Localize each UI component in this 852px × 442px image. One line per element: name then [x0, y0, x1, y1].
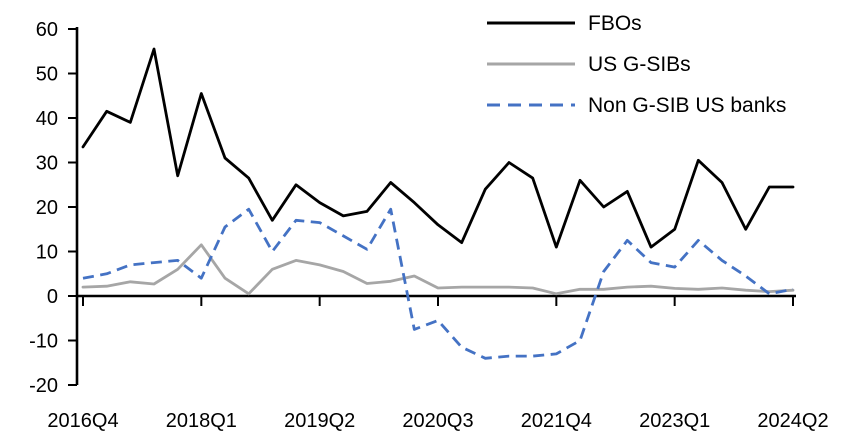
legend-item-fbos: FBOs	[487, 12, 642, 35]
axes: 60 50 40 30 20 10 0 -10 -20 2016Q4 2018Q1 2019Q2 202…	[29, 19, 828, 432]
y-axis-tick-label: 0	[47, 286, 58, 308]
x-axis-tick-label: 2023Q1	[639, 410, 710, 432]
legend-label: Non G-SIB US banks	[588, 94, 786, 117]
legend-item-us-g-sibs: US G-SIBs	[487, 53, 691, 76]
x-axis-tick-label: 2024Q2	[757, 410, 828, 432]
y-axis-tick-label: 50	[36, 64, 58, 86]
x-axis-tick-label: 2019Q2	[284, 410, 355, 432]
legend-label: US G-SIBs	[588, 53, 691, 76]
y-axis-tick-label: -20	[29, 375, 58, 397]
legend-label: FBOs	[588, 12, 642, 35]
x-axis-tick-label: 2020Q3	[402, 410, 473, 432]
y-axis-tick-label: -10	[29, 331, 58, 353]
series-line-us-g-sibs	[81, 243, 795, 296]
legend: FBOs US G-SIBs Non G-SIB US banks	[487, 12, 786, 117]
legend-item-non-g-sib-us-banks: Non G-SIB US banks	[487, 94, 786, 117]
series-lines	[81, 47, 795, 360]
x-axis-tick-label: 2016Q4	[47, 410, 118, 432]
x-axis-tick-label: 2021Q4	[521, 410, 592, 432]
series-line-fbos	[81, 47, 795, 249]
series-line-non-g-sib-us-banks	[82, 207, 794, 360]
y-axis-tick-label: 30	[36, 153, 58, 175]
y-axis-tick-label: 60	[36, 19, 58, 41]
x-axis-tick-label: 2018Q1	[166, 410, 237, 432]
y-axis-tick-label: 10	[36, 242, 58, 264]
y-axis-tick-label: 20	[36, 197, 58, 219]
y-axis-tick-label: 40	[36, 108, 58, 130]
